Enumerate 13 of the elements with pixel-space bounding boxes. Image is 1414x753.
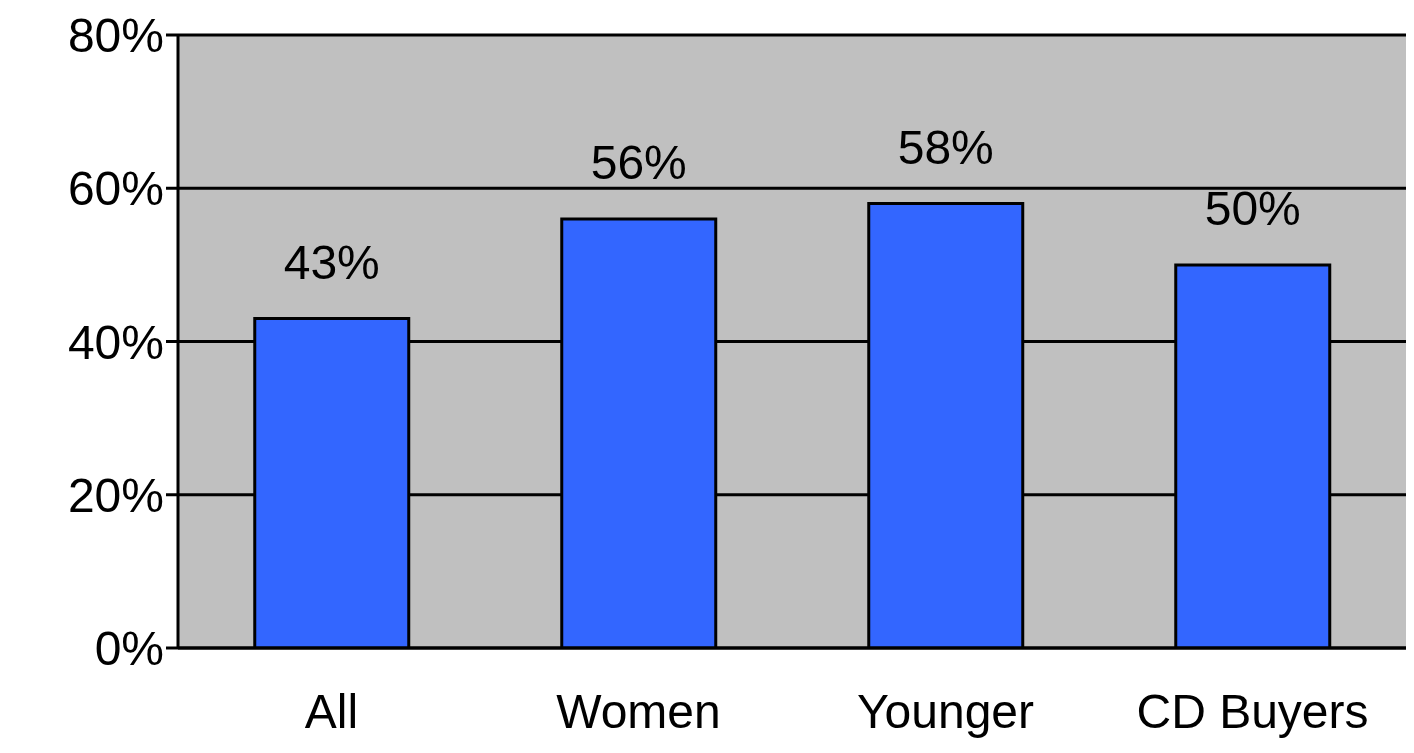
- y-tick-label: 40%: [67, 315, 164, 369]
- x-tick-label: Younger: [856, 685, 1035, 739]
- y-tick-label: 0%: [94, 622, 164, 676]
- data-label: 58%: [897, 120, 994, 174]
- y-tick-label: 20%: [67, 468, 164, 522]
- data-label: 43%: [283, 235, 380, 289]
- data-label: 56%: [590, 135, 687, 189]
- x-tick-label: Women: [556, 685, 721, 739]
- x-tick-label: CD Buyers: [1136, 685, 1369, 739]
- data-label: 50%: [1204, 181, 1301, 235]
- y-tick-label: 80%: [67, 9, 164, 63]
- x-tick-label: All: [304, 685, 359, 739]
- y-tick-label: 60%: [67, 162, 164, 216]
